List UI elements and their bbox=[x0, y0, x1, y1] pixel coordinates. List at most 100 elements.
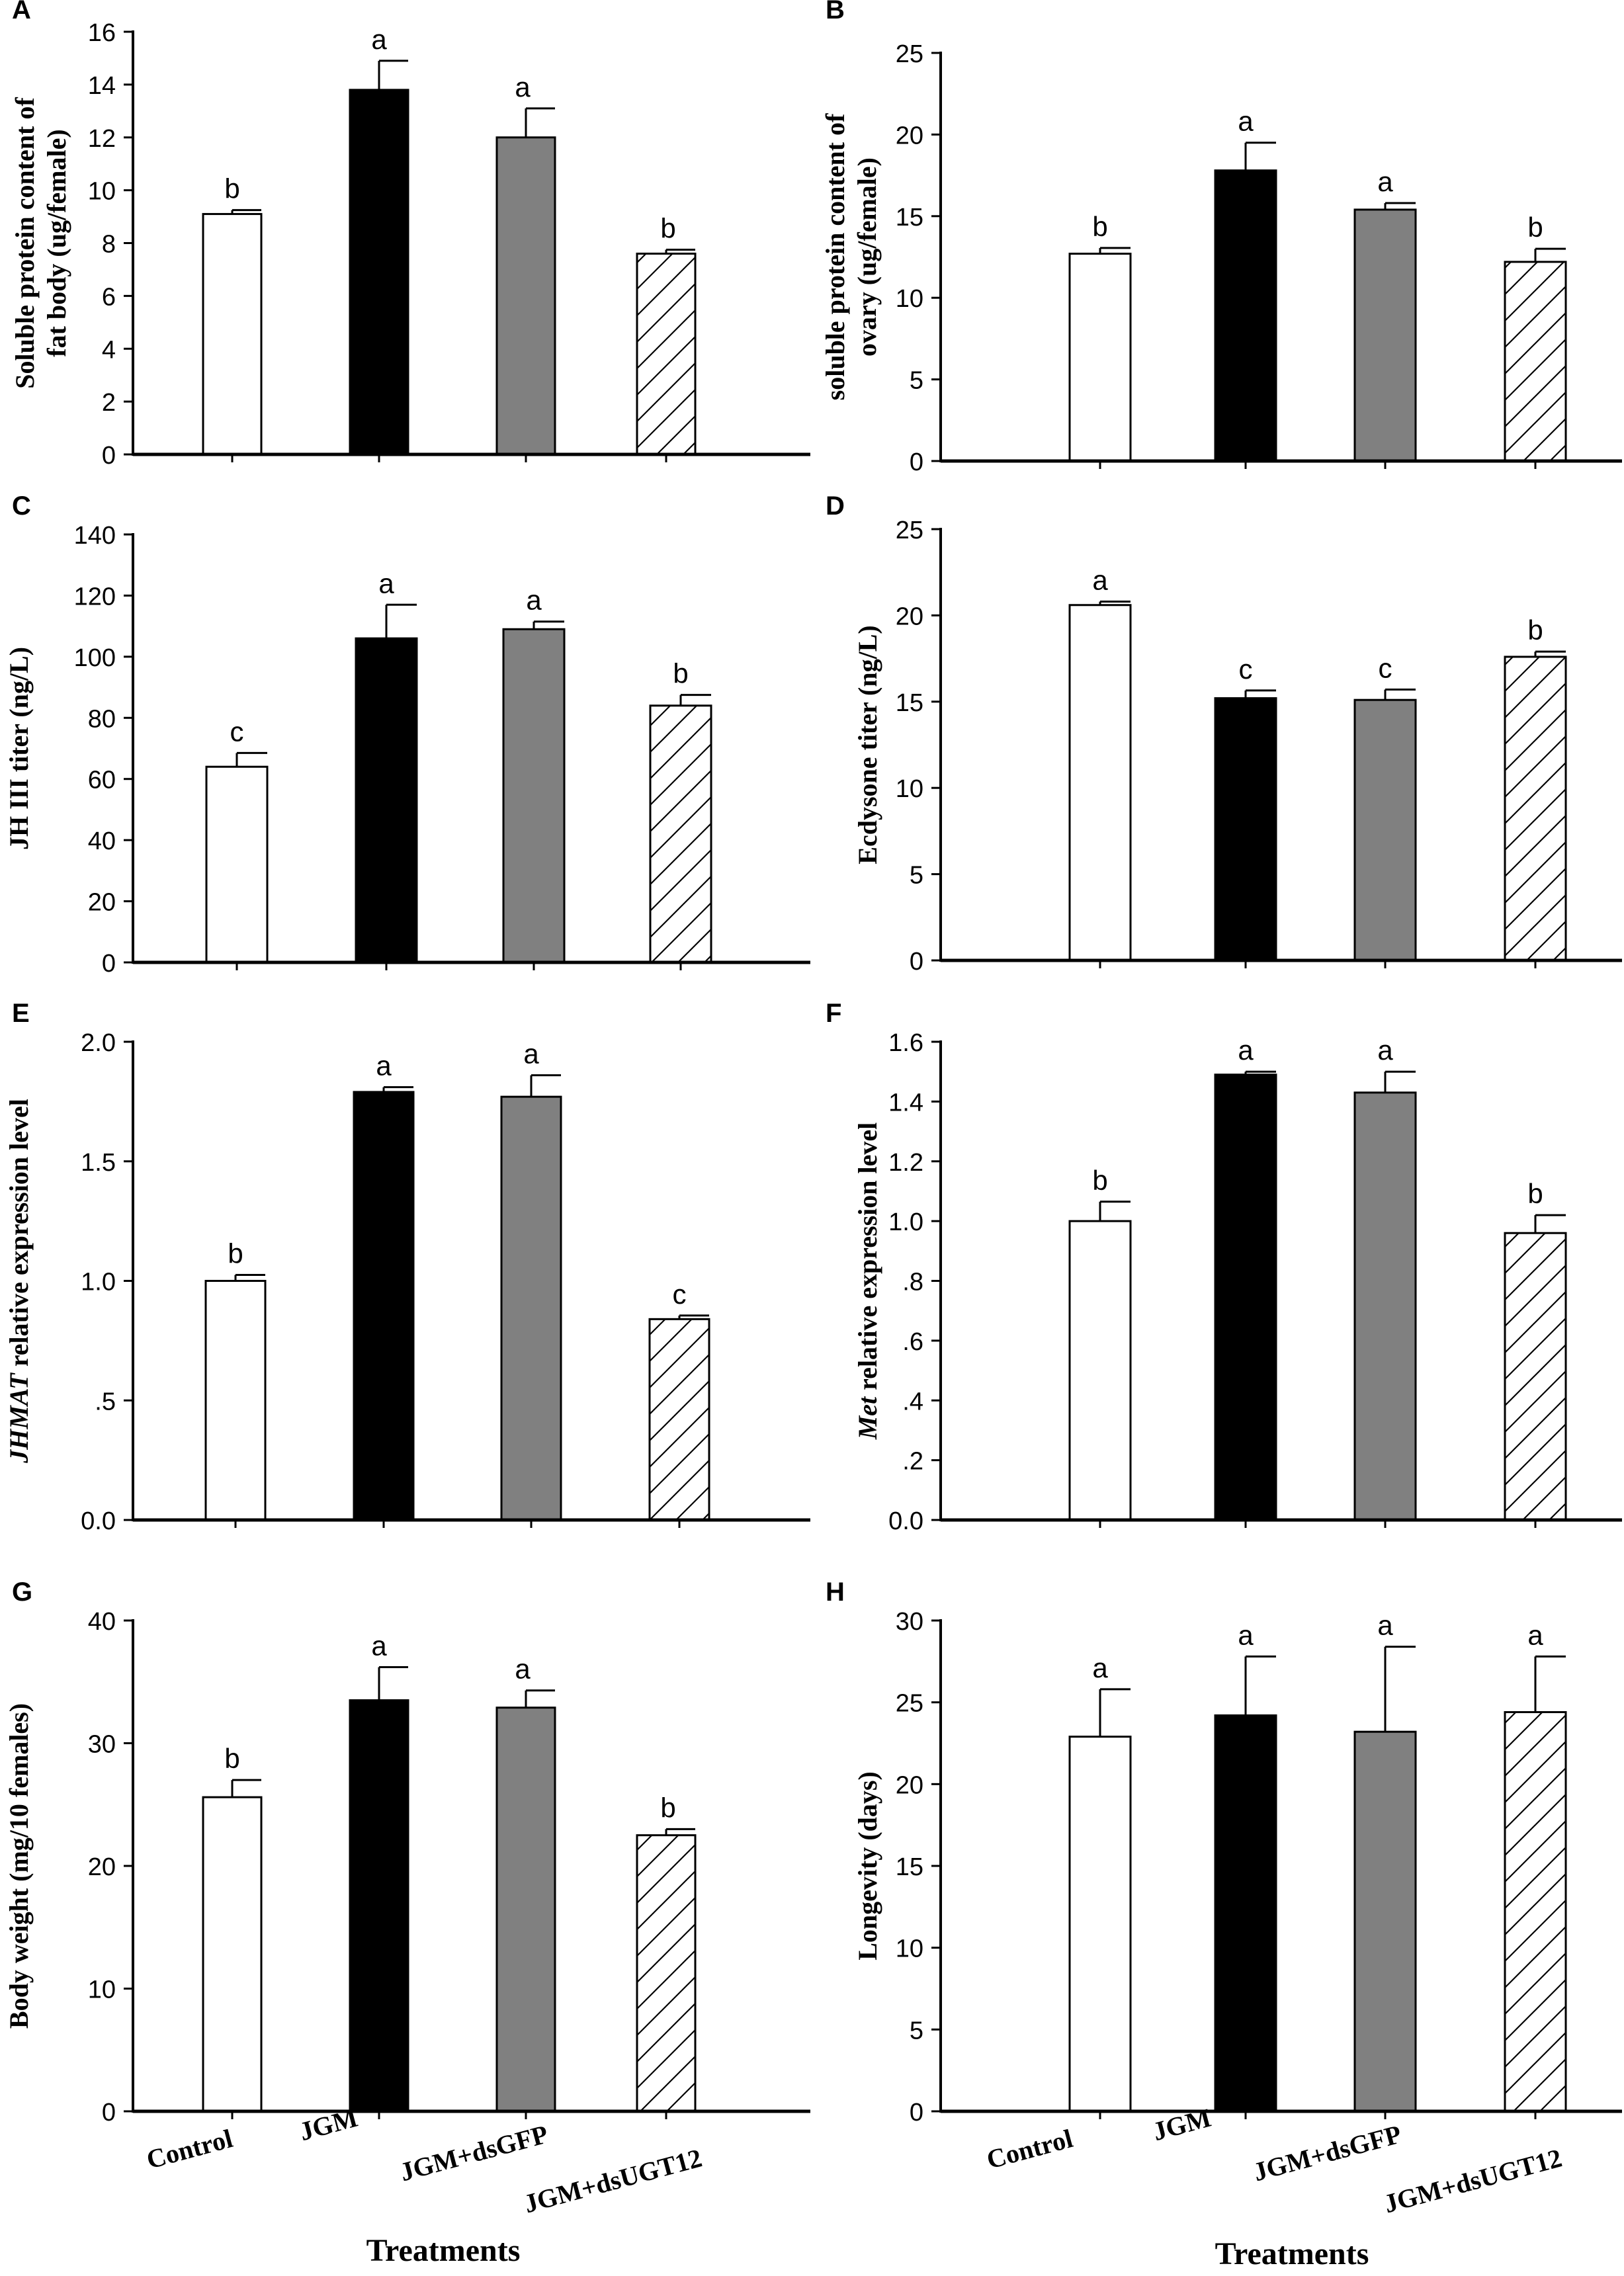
y-tick-label: 25 bbox=[896, 40, 923, 68]
y-tick-label: 0 bbox=[102, 2099, 116, 2127]
y-tick-label: 0 bbox=[910, 448, 923, 476]
significance-letter: a bbox=[515, 71, 531, 103]
y-tick-label: 1.2 bbox=[888, 1149, 923, 1177]
bar-Control bbox=[205, 765, 269, 964]
significance-letter: a bbox=[515, 1654, 531, 1685]
panel-label: E bbox=[12, 999, 30, 1028]
panel-label: A bbox=[12, 0, 31, 24]
bar-Control bbox=[1068, 604, 1132, 962]
significance-letter: b bbox=[660, 1792, 675, 1823]
y-tick-label: 15 bbox=[896, 1853, 923, 1881]
bar-JGM+dsGFP bbox=[1353, 1091, 1417, 1521]
y-tick-label: 80 bbox=[88, 705, 116, 733]
significance-letter: b bbox=[660, 212, 675, 243]
bar-JGM+dsGFP bbox=[1353, 698, 1417, 962]
x-category-label: JGM bbox=[296, 2103, 361, 2146]
y-axis-title: JH III titer (ng/L) bbox=[4, 647, 34, 850]
y-tick-label: 120 bbox=[74, 583, 116, 611]
y-tick-label: 16 bbox=[88, 19, 116, 47]
panel-label: F bbox=[826, 999, 841, 1028]
bar-JGM bbox=[349, 89, 409, 456]
y-tick-label: 1.0 bbox=[81, 1269, 116, 1296]
y-tick-label: 10 bbox=[896, 1935, 923, 1963]
panel-A: Ab a a b 0 2 4 6 8 10 12 14 16 Soluble protein conten… bbox=[10, 0, 810, 470]
y-tick-label: .2 bbox=[902, 1448, 923, 1476]
y-tick-label: 140 bbox=[74, 522, 116, 550]
significance-letter: c bbox=[1379, 653, 1392, 684]
panel-F: Fb a a b 0.0 .2 .4 .6 .8 1.0 1.2 1.4 1.6 Met relative… bbox=[826, 999, 1622, 1535]
bar-Control bbox=[204, 1280, 267, 1521]
y-tick-label: 60 bbox=[88, 767, 116, 794]
panel-E: Eb a a c 0.0 .5 1.0 1.5 2.0 JHMAT relative expres… bbox=[4, 999, 810, 1535]
bar-Control bbox=[202, 213, 263, 456]
y-tick-label: .5 bbox=[95, 1388, 116, 1415]
bar-JGM+dsGFP bbox=[495, 1707, 556, 2113]
x-category-label: JGM bbox=[1150, 2103, 1214, 2146]
significance-letter: a bbox=[1377, 1034, 1393, 1066]
y-tick-label: 0.0 bbox=[81, 1507, 116, 1535]
y-axis-title: ovary (ug/female) bbox=[852, 157, 882, 357]
y-tick-label: 0 bbox=[102, 950, 116, 978]
significance-letter: c bbox=[673, 1279, 687, 1310]
panel-B: Bb a a b 0 5 10 15 20 25 soluble protein content o… bbox=[820, 0, 1622, 476]
panel-D: Da c c b 0 5 10 15 20 25 Ecdysone titer (ng/L) bbox=[826, 491, 1622, 976]
bar-JGM bbox=[349, 1699, 409, 2113]
significance-letter: b bbox=[1092, 211, 1107, 242]
bar-JGM+dsUGT12 bbox=[648, 1318, 710, 1521]
y-tick-label: 20 bbox=[896, 1771, 923, 1799]
bar-JGM+dsGFP bbox=[1353, 208, 1417, 462]
bar-JGM+dsUGT12 bbox=[1504, 655, 1567, 962]
bar-JGM bbox=[1214, 697, 1277, 962]
bar-JGM+dsUGT12 bbox=[636, 1834, 697, 2113]
y-tick-label: 100 bbox=[74, 644, 116, 672]
y-tick-label: 2.0 bbox=[81, 1029, 116, 1057]
significance-letter: b bbox=[224, 1743, 239, 1774]
y-tick-label: 10 bbox=[896, 775, 923, 803]
y-axis-title: Body weight (mg/10 females) bbox=[4, 1703, 34, 2029]
significance-letter: a bbox=[1238, 1619, 1254, 1650]
y-tick-label: 10 bbox=[896, 285, 923, 313]
bar-JGM+dsUGT12 bbox=[649, 704, 712, 964]
y-tick-label: .6 bbox=[902, 1328, 923, 1356]
panel-label: C bbox=[12, 491, 31, 521]
y-tick-label: 20 bbox=[88, 889, 116, 917]
y-tick-label: 25 bbox=[896, 517, 923, 544]
bar-Control bbox=[1068, 1736, 1132, 2113]
significance-letter: a bbox=[1092, 1652, 1108, 1683]
y-tick-label: 4 bbox=[102, 336, 116, 364]
significance-letter: c bbox=[1239, 653, 1253, 685]
significance-letter: a bbox=[1092, 565, 1108, 596]
y-tick-label: 15 bbox=[896, 689, 923, 717]
significance-letter: b bbox=[1527, 212, 1543, 243]
significance-letter: c bbox=[230, 716, 244, 747]
y-tick-label: 10 bbox=[88, 178, 116, 206]
bar-JGM bbox=[1214, 1714, 1277, 2113]
significance-letter: a bbox=[371, 24, 387, 55]
y-tick-label: 8 bbox=[102, 231, 116, 259]
y-tick-label: 5 bbox=[910, 862, 923, 890]
significance-letter: a bbox=[1377, 166, 1393, 197]
y-tick-label: 20 bbox=[896, 122, 923, 149]
y-tick-label: 15 bbox=[896, 204, 923, 232]
y-tick-label: 1.5 bbox=[81, 1149, 116, 1177]
y-axis-title-part: relative expression level bbox=[4, 1099, 34, 1373]
y-tick-label: 40 bbox=[88, 1608, 116, 1636]
panel-label: G bbox=[12, 1578, 32, 1607]
bar-JGM bbox=[355, 637, 418, 964]
bar-Control bbox=[202, 1796, 263, 2113]
y-tick-label: 6 bbox=[102, 283, 116, 311]
panel-H: Ha a a a 0 5 10 15 20 25 30 Longevity (days) bbox=[826, 1578, 1622, 2127]
y-tick-label: 10 bbox=[88, 1976, 116, 2004]
y-tick-label: 40 bbox=[88, 827, 116, 855]
significance-letter: a bbox=[376, 1050, 392, 1081]
x-category-label: JGM+dsUGT12 bbox=[521, 2142, 705, 2218]
y-axis-title-part: Met bbox=[853, 1396, 882, 1440]
y-tick-label: 14 bbox=[88, 72, 116, 100]
significance-letter: a bbox=[526, 585, 542, 616]
y-tick-label: 5 bbox=[910, 2017, 923, 2044]
y-axis-title: Longevity (days) bbox=[853, 1771, 882, 1960]
significance-letter: b bbox=[1092, 1165, 1107, 1196]
y-tick-label: 1.4 bbox=[888, 1089, 923, 1117]
bar-Control bbox=[1068, 1220, 1132, 1521]
